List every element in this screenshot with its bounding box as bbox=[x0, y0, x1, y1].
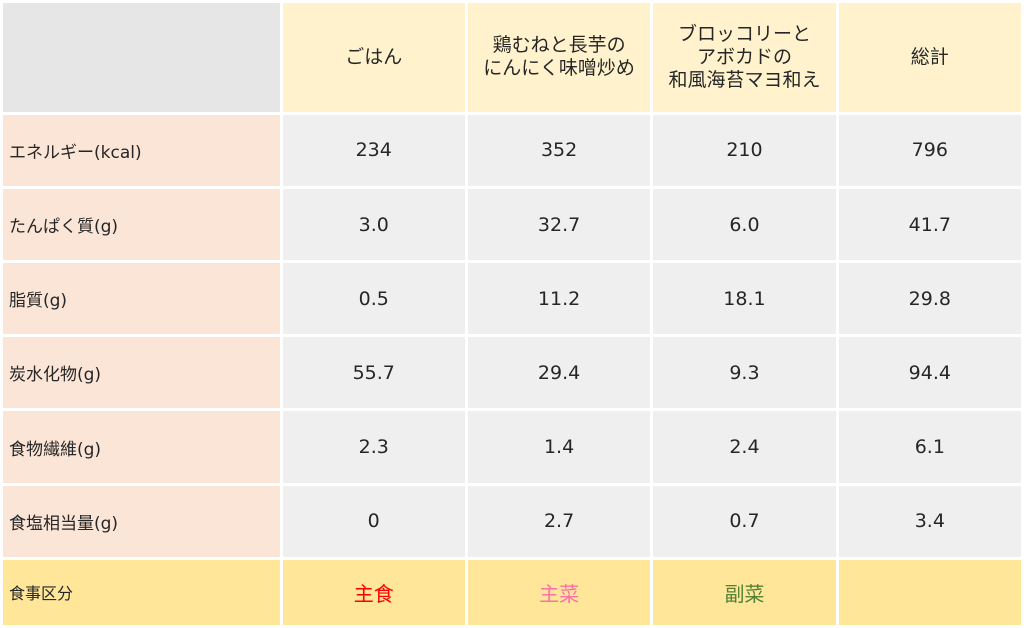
table-row: 脂質(g) 0.5 11.2 18.1 29.8 bbox=[3, 263, 1021, 335]
column-header-side-dish: ブロッコリーと アボカドの 和風海苔マヨ和え bbox=[653, 3, 836, 112]
column-header-rice: ごはん bbox=[282, 3, 465, 112]
table-cell: 29.4 bbox=[467, 337, 651, 409]
row-label-fat: 脂質(g) bbox=[3, 263, 280, 335]
table-cell: 234 bbox=[282, 114, 465, 186]
row-label-fiber: 食物繊維(g) bbox=[3, 411, 280, 483]
column-header-main-dish: 鶏むねと長芋の にんにく味噌炒め bbox=[467, 3, 651, 112]
table-cell: 29.8 bbox=[838, 263, 1021, 335]
table-cell: 18.1 bbox=[653, 263, 836, 335]
table-cell: 0 bbox=[282, 485, 465, 557]
table-cell: 2.7 bbox=[467, 485, 651, 557]
table-cell: 32.7 bbox=[467, 188, 651, 261]
table-cell: 6.0 bbox=[653, 188, 836, 261]
table-cell: 55.7 bbox=[282, 337, 465, 409]
table-cell: 2.3 bbox=[282, 411, 465, 483]
table-cell: 352 bbox=[467, 114, 651, 186]
table-cell: 2.4 bbox=[653, 411, 836, 483]
table-row: たんぱく質(g) 3.0 32.7 6.0 41.7 bbox=[3, 188, 1021, 261]
table-cell: 1.4 bbox=[467, 411, 651, 483]
category-cell-side: 副菜 bbox=[653, 559, 836, 625]
category-cell-staple: 主食 bbox=[282, 559, 465, 625]
category-cell-main: 主菜 bbox=[467, 559, 651, 625]
table-cell: 94.4 bbox=[838, 337, 1021, 409]
row-label-protein: たんぱく質(g) bbox=[3, 188, 280, 261]
table-cell: 3.4 bbox=[838, 485, 1021, 557]
header-row: ごはん 鶏むねと長芋の にんにく味噌炒め ブロッコリーと アボカドの 和風海苔マ… bbox=[3, 3, 1021, 112]
row-label-meal-category: 食事区分 bbox=[3, 559, 280, 625]
column-header-total: 総計 bbox=[838, 3, 1021, 112]
row-label-energy: エネルギー(kcal) bbox=[3, 114, 280, 186]
table-cell: 41.7 bbox=[838, 188, 1021, 261]
table-cell: 6.1 bbox=[838, 411, 1021, 483]
table-cell: 0.5 bbox=[282, 263, 465, 335]
row-label-salt: 食塩相当量(g) bbox=[3, 485, 280, 557]
row-label-carbohydrate: 炭水化物(g) bbox=[3, 337, 280, 409]
table-row: 食塩相当量(g) 0 2.7 0.7 3.4 bbox=[3, 485, 1021, 557]
table-row: 炭水化物(g) 55.7 29.4 9.3 94.4 bbox=[3, 337, 1021, 409]
table-cell: 9.3 bbox=[653, 337, 836, 409]
category-row: 食事区分 主食 主菜 副菜 bbox=[3, 559, 1021, 625]
corner-cell bbox=[3, 3, 280, 112]
table-row: エネルギー(kcal) 234 352 210 796 bbox=[3, 114, 1021, 186]
table-cell: 210 bbox=[653, 114, 836, 186]
table-cell: 3.0 bbox=[282, 188, 465, 261]
table-row: 食物繊維(g) 2.3 1.4 2.4 6.1 bbox=[3, 411, 1021, 483]
table-cell: 11.2 bbox=[467, 263, 651, 335]
table-cell: 796 bbox=[838, 114, 1021, 186]
category-cell-total bbox=[838, 559, 1021, 625]
table-cell: 0.7 bbox=[653, 485, 836, 557]
